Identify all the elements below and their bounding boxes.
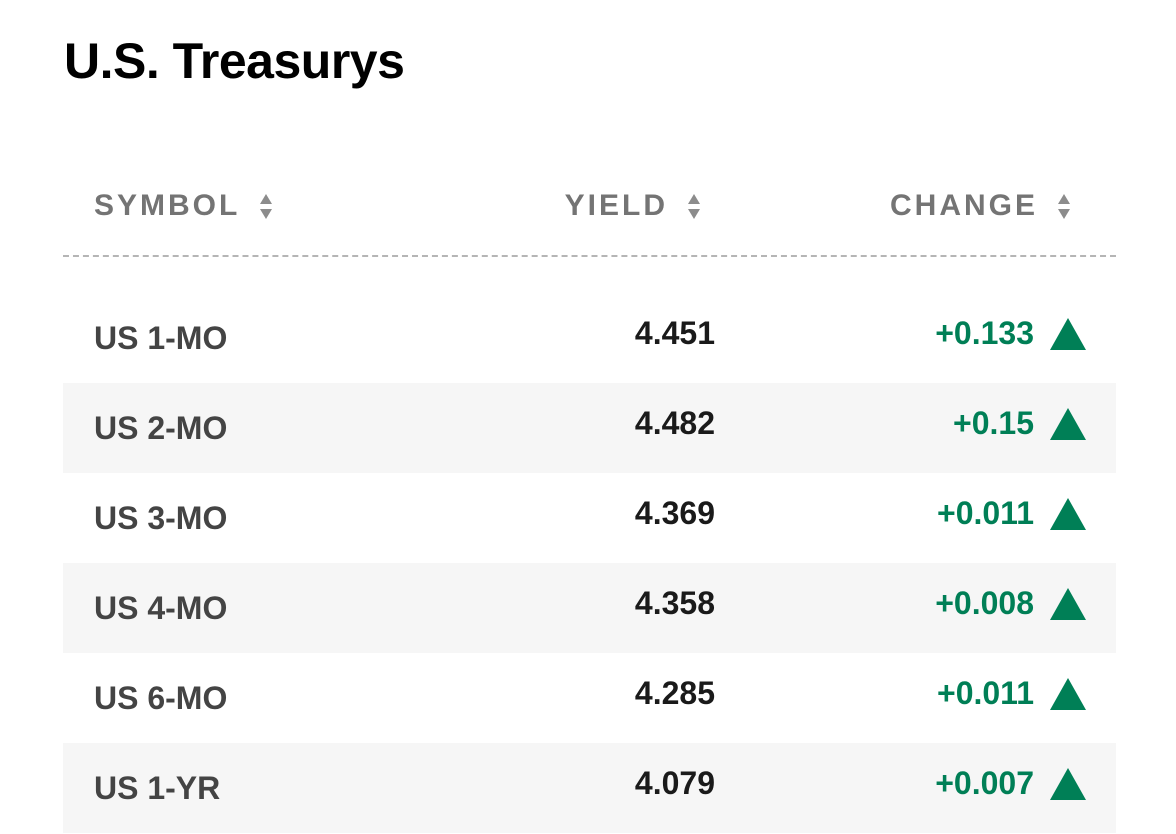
sort-arrows-icon[interactable]	[686, 188, 702, 224]
change-cell: +0.011	[937, 675, 1086, 712]
change-value: +0.008	[935, 585, 1034, 621]
yield-value: 4.482	[634, 405, 715, 441]
table-header: SYMBOL YIELD CHANGE	[63, 160, 1116, 257]
yield-value: 4.358	[634, 585, 715, 621]
symbol-link[interactable]: US 2-MO	[94, 410, 228, 446]
sort-arrows-icon[interactable]	[258, 188, 274, 224]
table-row[interactable]: US 3-MO 4.369 +0.011	[63, 473, 1116, 563]
change-cell: +0.008	[935, 585, 1086, 622]
up-arrow-icon	[1050, 497, 1086, 530]
change-cell: +0.15	[953, 405, 1086, 442]
change-value: +0.15	[953, 405, 1034, 441]
table-row[interactable]: US 2-MO 4.482 +0.15	[63, 383, 1116, 473]
up-arrow-icon	[1050, 587, 1086, 620]
yield-value: 4.079	[634, 765, 715, 801]
change-value: +0.011	[937, 675, 1034, 711]
table-body: US 1-MO 4.451 +0.133 US 2-MO 4.482 +0.15…	[63, 293, 1116, 833]
symbol-link[interactable]: US 3-MO	[94, 500, 228, 536]
change-cell: +0.133	[935, 315, 1086, 352]
yield-value: 4.285	[634, 675, 715, 711]
up-arrow-icon	[1050, 677, 1086, 710]
column-header-change[interactable]: CHANGE	[890, 186, 1072, 226]
symbol-link[interactable]: US 6-MO	[94, 680, 228, 716]
table-row[interactable]: US 6-MO 4.285 +0.011	[63, 653, 1116, 743]
symbol-link[interactable]: US 4-MO	[94, 590, 228, 626]
column-header-label: SYMBOL	[94, 189, 241, 222]
change-value: +0.011	[937, 495, 1034, 531]
up-arrow-icon	[1050, 767, 1086, 800]
column-header-symbol[interactable]: SYMBOL	[94, 186, 274, 226]
yield-value: 4.369	[634, 495, 715, 531]
treasury-table: SYMBOL YIELD CHANGE US 1-MO 4.451 +0.133	[63, 160, 1116, 833]
sort-arrows-icon[interactable]	[1056, 188, 1072, 224]
column-header-yield[interactable]: YIELD	[565, 186, 702, 226]
change-cell: +0.011	[937, 495, 1086, 532]
up-arrow-icon	[1050, 407, 1086, 440]
table-row[interactable]: US 1-MO 4.451 +0.133	[63, 293, 1116, 383]
page-title: U.S. Treasurys	[64, 33, 405, 89]
symbol-link[interactable]: US 1-YR	[94, 770, 221, 806]
up-arrow-icon	[1050, 317, 1086, 350]
change-cell: +0.007	[935, 765, 1086, 802]
change-value: +0.007	[935, 765, 1034, 801]
change-value: +0.133	[935, 315, 1034, 351]
table-row[interactable]: US 1-YR 4.079 +0.007	[63, 743, 1116, 833]
yield-value: 4.451	[634, 315, 715, 351]
symbol-link[interactable]: US 1-MO	[94, 320, 228, 356]
column-header-label: YIELD	[564, 189, 668, 222]
column-header-label: CHANGE	[889, 189, 1038, 222]
table-row[interactable]: US 4-MO 4.358 +0.008	[63, 563, 1116, 653]
